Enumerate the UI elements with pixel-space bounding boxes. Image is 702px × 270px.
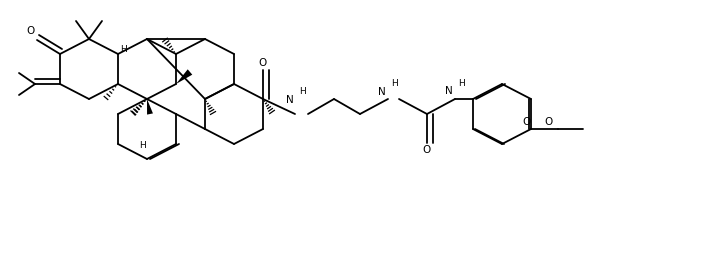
Text: N: N <box>445 86 453 96</box>
Polygon shape <box>147 99 153 114</box>
Text: O: O <box>423 145 431 155</box>
Text: H: H <box>121 46 127 55</box>
Polygon shape <box>176 69 192 84</box>
Text: O: O <box>523 117 531 127</box>
Text: H: H <box>140 140 147 150</box>
Text: O: O <box>259 58 267 68</box>
Text: N: N <box>378 87 386 97</box>
Text: H: H <box>392 79 398 87</box>
Text: H: H <box>300 87 306 96</box>
Text: O: O <box>545 117 553 127</box>
Text: O: O <box>27 26 35 36</box>
Text: H: H <box>458 79 465 87</box>
Text: N: N <box>286 95 294 105</box>
